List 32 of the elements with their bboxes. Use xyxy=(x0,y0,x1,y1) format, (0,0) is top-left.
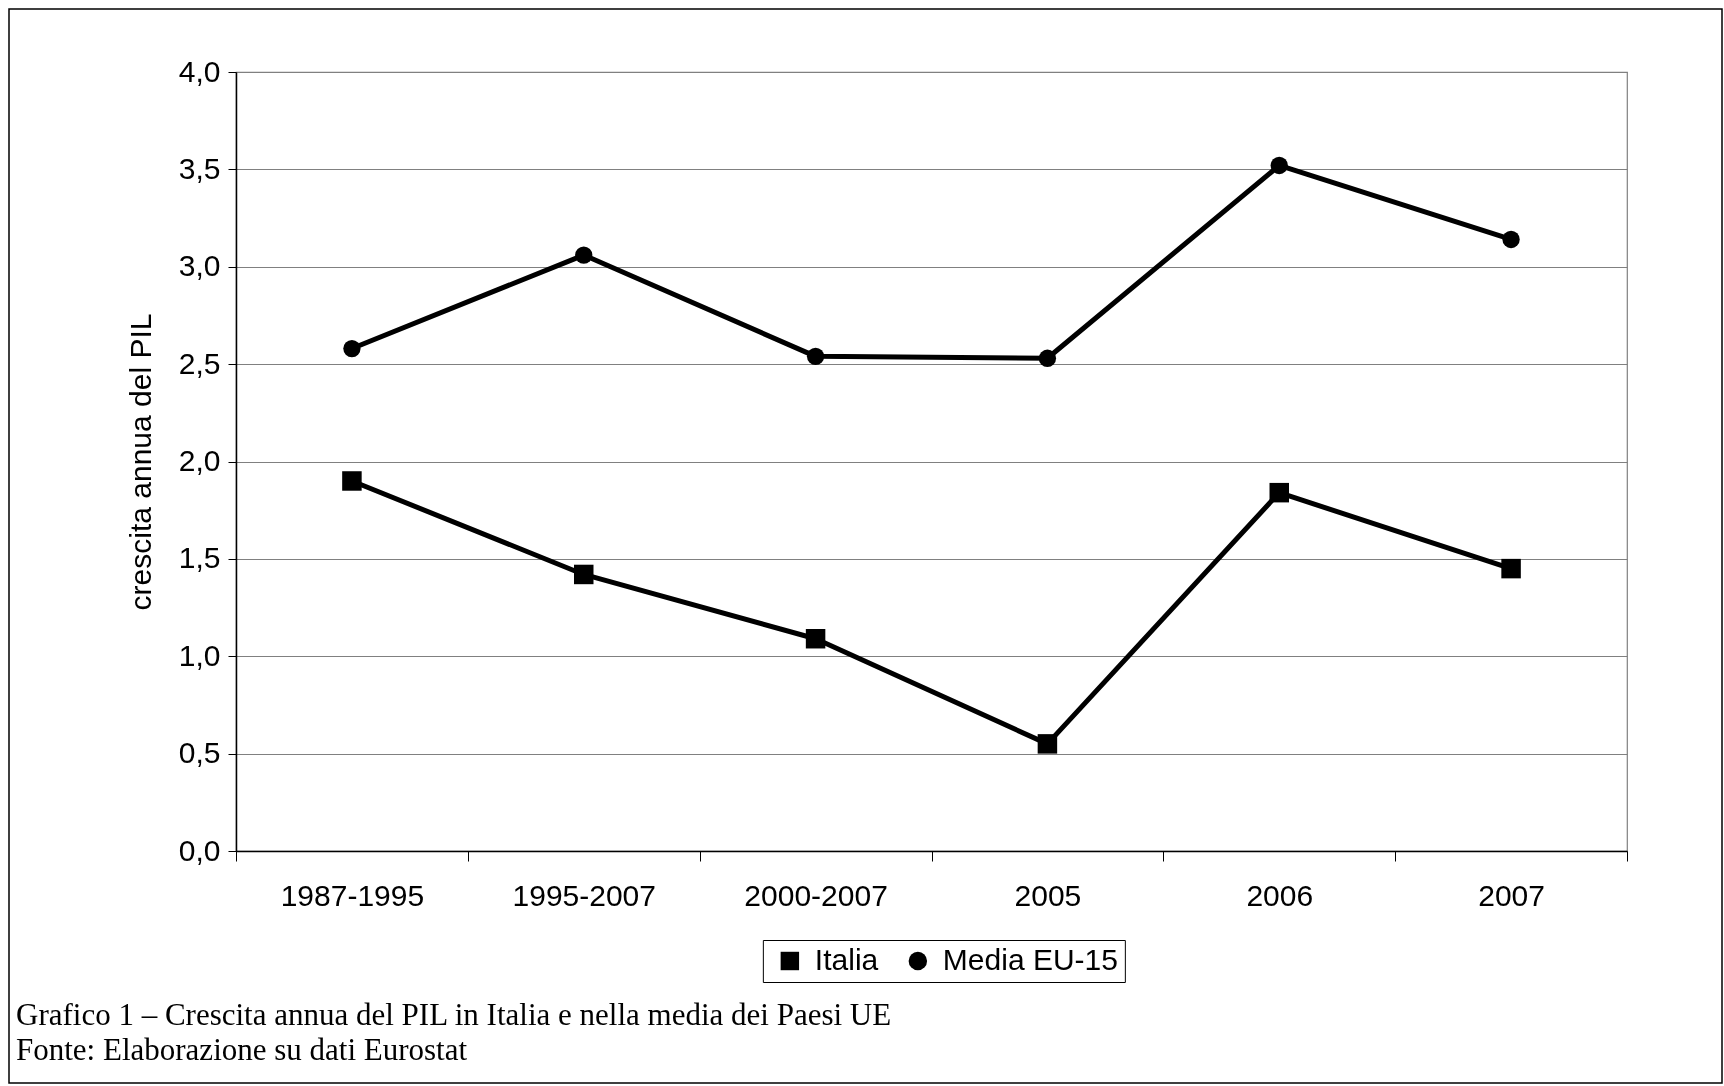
x-tick-label: 2000-2007 xyxy=(744,878,888,912)
text: Grafico 1 – Crescita annua del PIL in Italia e nella media dei Paesi UE xyxy=(16,997,892,1032)
point xyxy=(805,628,826,649)
source-note: Fonte: Elaborazione su dati Eurostat xyxy=(16,1032,468,1067)
legend-label: Italia xyxy=(814,943,879,976)
y-tick-label: 2,0 xyxy=(178,444,221,477)
y-tick-label: 2,5 xyxy=(178,346,221,380)
y-tick-label: 3,5 xyxy=(178,151,221,185)
x-tick-label: 2005 xyxy=(1014,878,1082,912)
point xyxy=(1269,482,1289,503)
x-tick-label: 1987-1995 xyxy=(280,878,425,912)
point xyxy=(575,246,593,264)
y-tick-label: 3,0 xyxy=(178,249,221,283)
legend-label: Media EU-15 xyxy=(942,943,1118,976)
point xyxy=(1501,558,1521,579)
y-axis-title: crescita annua del PIL xyxy=(123,313,157,611)
x-tick-label: 2006 xyxy=(1246,878,1314,912)
point xyxy=(574,564,594,585)
point xyxy=(1270,156,1288,175)
x-tick-label: 2007 xyxy=(1478,878,1545,912)
point xyxy=(1037,734,1058,754)
point xyxy=(1038,349,1057,367)
point xyxy=(806,347,825,365)
y-tick-label: 1,5 xyxy=(178,541,221,575)
point xyxy=(342,471,362,491)
y-tick-label: 0,0 xyxy=(178,833,221,867)
y-tick-label: 1,0 xyxy=(178,638,221,672)
x-tick-label: 1995-2007 xyxy=(512,878,656,912)
y-tick-label: 4,0 xyxy=(178,54,221,88)
point xyxy=(343,339,361,358)
y-tick-label: 0,5 xyxy=(178,736,221,770)
point xyxy=(1502,230,1520,249)
